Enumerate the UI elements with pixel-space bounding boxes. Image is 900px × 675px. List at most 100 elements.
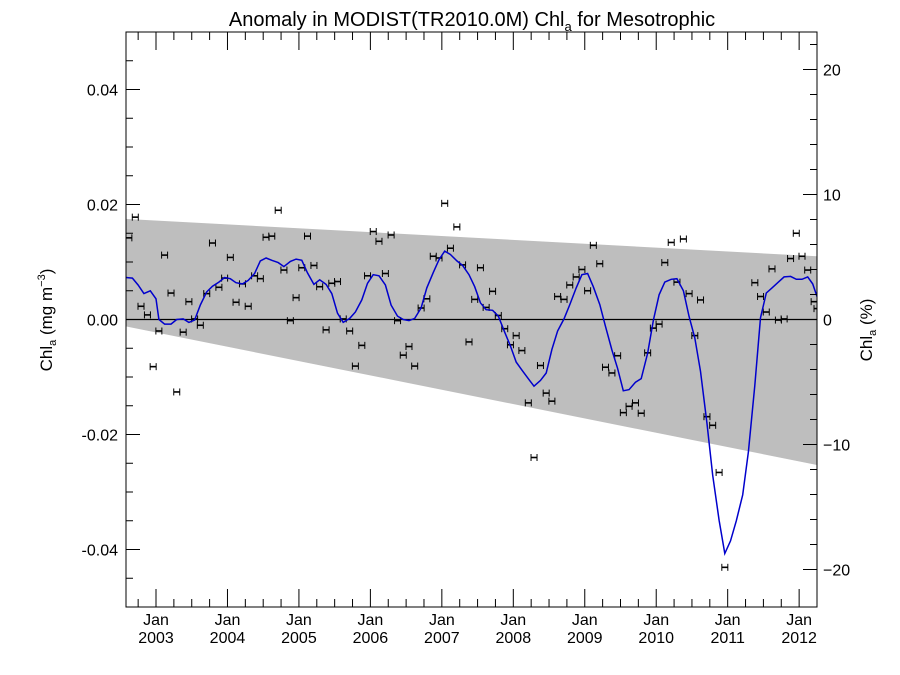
data-point	[351, 362, 359, 370]
x-tick-label-month: Jan	[643, 612, 669, 629]
data-point	[196, 321, 204, 329]
data-point	[387, 231, 395, 239]
data-point	[476, 264, 484, 272]
data-point	[596, 260, 604, 268]
x-tick-label-year: 2010	[638, 630, 674, 647]
data-point	[446, 244, 454, 252]
data-point	[381, 269, 389, 278]
data-point	[322, 326, 330, 334]
x-tick-label-month: Jan	[143, 612, 169, 629]
x-tick-label-year: 2006	[353, 630, 389, 647]
data-point	[369, 228, 377, 236]
data-point	[316, 283, 324, 291]
data-point	[399, 351, 407, 359]
data-point	[149, 363, 157, 371]
x-tick-label-year: 2004	[210, 630, 246, 647]
axes: Jan2003Jan2004Jan2005Jan2006Jan2007Jan20…	[82, 31, 850, 647]
x-tick-label-year: 2007	[424, 630, 460, 647]
x-tick-label-month: Jan	[429, 612, 455, 629]
data-point	[161, 251, 169, 259]
data-point	[619, 409, 627, 417]
data-point	[304, 232, 312, 240]
data-point	[804, 266, 812, 274]
data-point	[548, 397, 556, 405]
data-point	[709, 421, 717, 429]
y-right-tick-label: −20	[823, 563, 850, 580]
data-point	[226, 253, 234, 261]
data-point	[578, 265, 586, 273]
y-right-tick-label: 10	[823, 188, 841, 205]
x-tick-label-year: 2003	[138, 630, 174, 647]
data-point	[542, 389, 550, 397]
data-point	[787, 255, 795, 263]
data-point	[137, 302, 145, 310]
data-point	[358, 341, 366, 349]
data-point	[589, 241, 597, 249]
data-point	[566, 281, 574, 289]
data-point	[715, 468, 723, 476]
data-point	[256, 275, 264, 283]
data-point	[441, 199, 449, 207]
data-point	[757, 292, 765, 301]
data-point	[679, 235, 687, 243]
x-tick-label-month: Jan	[572, 612, 598, 629]
data-point	[286, 317, 294, 325]
data-point	[518, 347, 526, 355]
y-left-tick-label: -0.04	[82, 543, 119, 560]
data-point	[560, 295, 568, 303]
data-point	[185, 298, 193, 306]
x-tick-label-year: 2008	[496, 630, 532, 647]
data-point	[721, 563, 729, 571]
data-point	[637, 409, 645, 417]
data-point	[346, 327, 354, 335]
y-right-tick-label: −10	[823, 438, 850, 455]
chart-title: Anomaly in MODIST(TR2010.0M) Chla for Me…	[229, 9, 715, 34]
data-point	[608, 369, 616, 377]
data-point	[334, 278, 342, 286]
x-tick-label-year: 2005	[281, 630, 317, 647]
y-left-tick-label: 0.04	[87, 83, 118, 100]
data-point	[536, 361, 544, 370]
y-right-tick-label: 20	[823, 63, 841, 80]
data-point	[280, 266, 288, 274]
y-left-tick-label: -0.02	[82, 428, 119, 445]
x-tick-label-year: 2009	[567, 630, 603, 647]
data-point	[268, 232, 276, 240]
data-point	[465, 338, 473, 346]
data-point	[530, 453, 538, 462]
data-point	[167, 289, 175, 297]
data-point	[697, 296, 705, 304]
data-point	[274, 206, 282, 214]
data-point	[173, 388, 181, 396]
data-point	[751, 279, 759, 287]
data-point	[762, 308, 770, 316]
data-point	[203, 290, 211, 298]
y-axis-left-label: Chla (mg m−3)	[36, 269, 59, 372]
data-point	[131, 213, 139, 221]
smoothed-series-line	[126, 250, 817, 557]
data-point	[489, 287, 497, 295]
data-point	[661, 259, 669, 267]
data-point	[411, 362, 419, 370]
data-point	[655, 320, 663, 328]
data-point	[143, 311, 151, 319]
y-left-tick-label: 0.02	[87, 198, 118, 215]
data-point	[780, 315, 788, 323]
data-point	[215, 283, 223, 291]
x-tick-label-month: Jan	[215, 612, 241, 629]
data-point	[768, 265, 776, 273]
x-tick-label-month: Jan	[786, 612, 812, 629]
data-point	[232, 298, 240, 306]
x-tick-label-year: 2011	[710, 630, 745, 647]
data-point	[179, 328, 187, 336]
data-point	[375, 237, 383, 245]
x-tick-label-month: Jan	[715, 612, 741, 629]
data-point	[244, 302, 252, 310]
data-point	[155, 327, 163, 335]
y-left-tick-label: 0.00	[87, 313, 118, 330]
data-point	[810, 298, 817, 306]
data-point	[798, 252, 806, 260]
data-point	[703, 413, 711, 421]
y-axis-right-label: Chla (%)	[857, 299, 879, 362]
data-point	[512, 332, 520, 340]
